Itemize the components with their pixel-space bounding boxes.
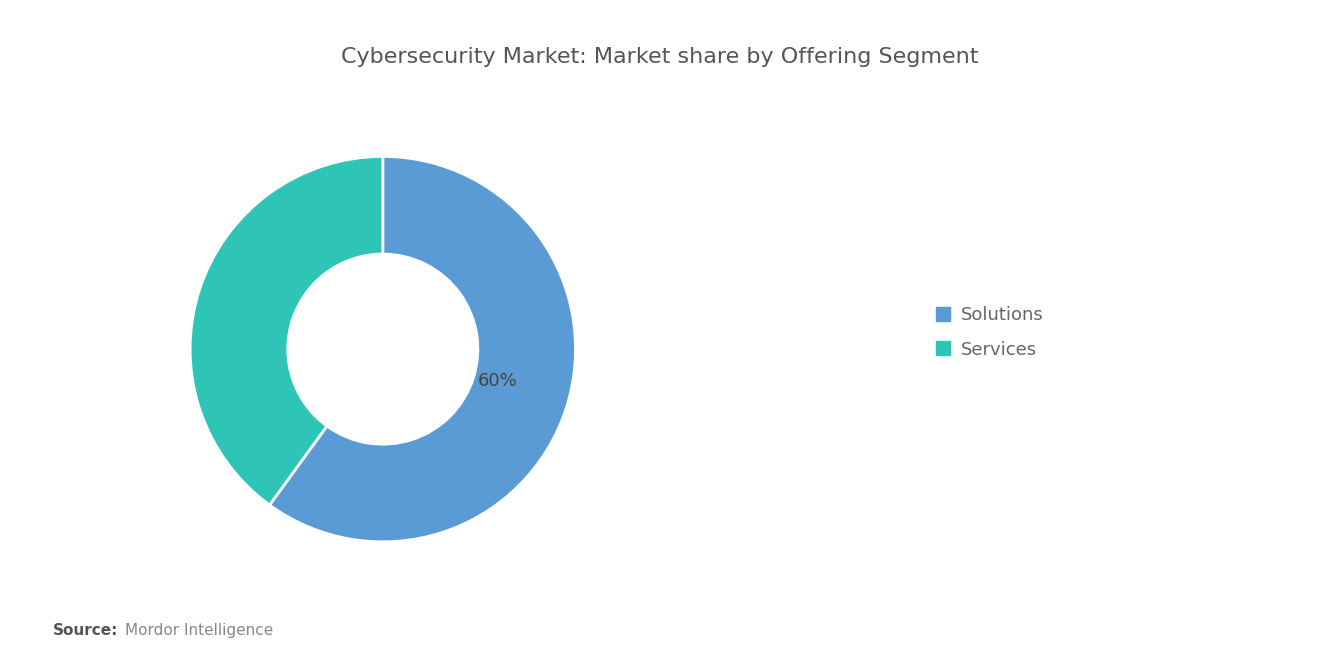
Text: 60%: 60% bbox=[478, 372, 517, 390]
Text: Cybersecurity Market: Market share by Offering Segment: Cybersecurity Market: Market share by Of… bbox=[342, 47, 978, 66]
Legend: Solutions, Services: Solutions, Services bbox=[936, 307, 1044, 358]
Text: Source:: Source: bbox=[53, 623, 119, 638]
Wedge shape bbox=[269, 156, 576, 542]
Wedge shape bbox=[190, 156, 383, 505]
Text: Mordor Intelligence: Mordor Intelligence bbox=[125, 623, 273, 638]
